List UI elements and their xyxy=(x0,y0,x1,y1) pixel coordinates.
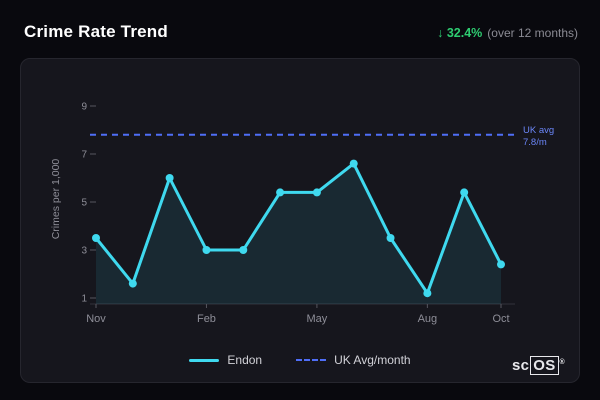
data-point[interactable] xyxy=(386,234,395,242)
x-tick-label: Feb xyxy=(197,313,216,325)
uk-avg-annotation: 7.8/m xyxy=(523,137,547,148)
y-tick-label: 1 xyxy=(81,294,87,305)
data-point[interactable] xyxy=(423,289,432,298)
y-tick-label: 3 xyxy=(81,246,87,257)
x-tick-label: Oct xyxy=(492,313,509,325)
endon-area-fill xyxy=(96,163,501,304)
data-point[interactable] xyxy=(497,260,505,269)
trend-delta-badge: ↓ 32.4% xyxy=(437,26,483,40)
chart-legend: Endon UK Avg/month xyxy=(21,353,579,367)
data-point[interactable] xyxy=(276,188,285,197)
uk-avg-annotation: UK avg xyxy=(523,125,554,136)
legend-item-endon[interactable]: Endon xyxy=(189,353,262,367)
scos-logo: sc OS ® xyxy=(511,356,565,375)
endon-line xyxy=(94,162,503,295)
chart-card: Crimes per 1,000 1 3 5 7 9 Nov Feb May Aug Oct UK … xyxy=(20,58,580,383)
data-point[interactable] xyxy=(312,188,321,197)
trend-delta-note: (over 12 months) xyxy=(487,26,578,40)
trend-summary: ↓ 32.4% (over 12 months) xyxy=(437,26,578,40)
data-point[interactable] xyxy=(128,279,137,288)
legend-label-endon: Endon xyxy=(227,353,263,367)
y-tick-label: 7 xyxy=(81,150,87,161)
endon-line-swatch xyxy=(189,358,220,362)
registered-trademark-icon: ® xyxy=(559,359,565,366)
y-tick-label: 9 xyxy=(81,102,87,113)
data-point[interactable] xyxy=(460,188,469,197)
logo-text-os: OS xyxy=(530,356,559,375)
page-header: Crime Rate Trend ↓ 32.4% (over 12 months… xyxy=(24,22,578,42)
x-tick-label: Aug xyxy=(418,313,438,325)
legend-label-uk-avg: UK Avg/month xyxy=(334,353,411,367)
x-tick-label: May xyxy=(307,313,328,325)
uk-avg-dash-swatch xyxy=(296,359,327,361)
data-point[interactable] xyxy=(202,246,211,254)
logo-text-sc: sc xyxy=(511,357,530,374)
data-point[interactable] xyxy=(239,246,248,254)
y-tick-label: 5 xyxy=(81,198,87,209)
page-title: Crime Rate Trend xyxy=(24,22,168,41)
legend-item-uk-avg[interactable]: UK Avg/month xyxy=(296,353,411,367)
data-point[interactable] xyxy=(349,159,358,168)
data-point[interactable] xyxy=(92,234,100,242)
data-point[interactable] xyxy=(165,174,174,182)
x-tick-label: Nov xyxy=(86,313,106,325)
